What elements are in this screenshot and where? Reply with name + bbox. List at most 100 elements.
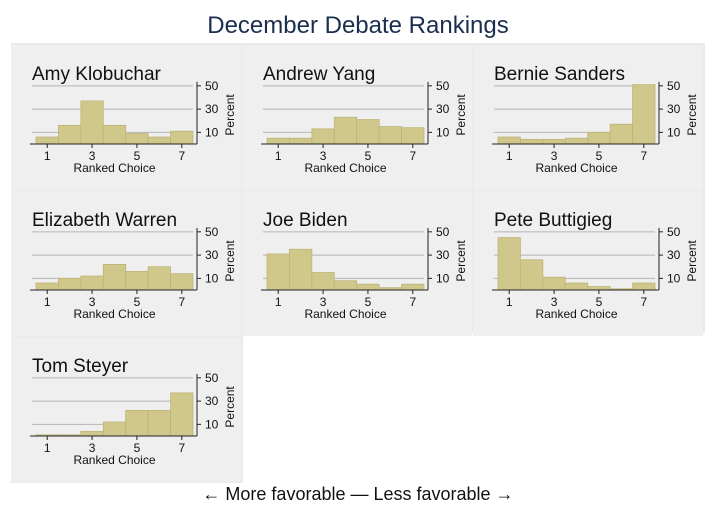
panel-title: Joe Biden (263, 210, 348, 231)
y-tick-label: 50 (436, 79, 450, 93)
y-tick-label: 50 (205, 225, 219, 239)
x-tick-label: 1 (44, 441, 51, 455)
panel-title: Elizabeth Warren (32, 210, 177, 231)
bar (564, 282, 589, 291)
bar (147, 266, 171, 291)
bar (564, 137, 589, 145)
bar (170, 273, 194, 291)
bar (80, 275, 104, 291)
x-tick-label: 3 (89, 441, 96, 455)
bar (266, 253, 290, 291)
x-axis-label: Ranked Choice (73, 307, 155, 321)
y-tick-label: 30 (205, 102, 219, 116)
y-axis-label: Percent (223, 94, 237, 136)
bar (401, 127, 425, 145)
bar (35, 136, 59, 145)
x-tick-label: 5 (134, 441, 141, 455)
bar (80, 430, 104, 437)
bar (587, 131, 611, 145)
x-tick-label: 5 (134, 149, 141, 163)
x-tick-label: 3 (89, 149, 96, 163)
panel-elizabeth-warren: Elizabeth Warren 1 3 5 7 Ranked Choice 10 30 50 P… (11, 191, 241, 336)
bar (520, 138, 544, 145)
x-tick-label: 7 (178, 149, 185, 163)
bar (125, 270, 149, 291)
bar (102, 124, 127, 145)
bar (125, 133, 149, 145)
y-tick-label: 30 (205, 248, 219, 262)
y-axis-label: Percent (454, 240, 468, 282)
bar (587, 286, 611, 291)
panel-pete-buttigieg: Pete Buttigieg 1 3 5 7 Ranked Choice 10 30 50 Per… (473, 191, 703, 336)
panel-background (11, 337, 241, 482)
bar (632, 84, 656, 145)
x-tick-label: 3 (551, 295, 558, 309)
bar (378, 126, 402, 145)
bar (80, 100, 104, 145)
x-axis-label: Ranked Choice (304, 161, 386, 175)
x-tick-label: 5 (596, 295, 603, 309)
x-tick-label: 3 (320, 295, 327, 309)
bar (542, 276, 566, 291)
panel-background (11, 45, 241, 190)
x-tick-label: 7 (640, 295, 647, 309)
panel-background (473, 45, 703, 190)
favorability-note: ← More favorable — Less favorable → (202, 484, 514, 504)
y-tick-label: 10 (205, 125, 219, 139)
bar (125, 409, 149, 437)
bar (170, 130, 194, 145)
panel-title: Amy Klobuchar (32, 64, 162, 85)
bar (311, 128, 335, 145)
bar (401, 283, 425, 291)
bar (542, 138, 566, 145)
bar (333, 280, 358, 291)
x-tick-label: 1 (275, 295, 282, 309)
y-tick-label: 10 (667, 271, 681, 285)
bar (520, 259, 544, 291)
bar (102, 421, 127, 437)
panel-amy-klobuchar: Amy Klobuchar 1 3 5 7 Ranked Choice 10 30 50 Perc… (11, 45, 241, 190)
y-tick-label: 50 (667, 79, 681, 93)
y-axis-label: Percent (223, 240, 237, 282)
x-axis-label: Ranked Choice (304, 307, 386, 321)
x-tick-label: 1 (44, 295, 51, 309)
bar (266, 137, 290, 145)
bar (35, 282, 59, 291)
y-tick-label: 50 (667, 225, 681, 239)
panel-background (11, 191, 241, 336)
y-tick-label: 10 (436, 271, 450, 285)
bar (170, 392, 194, 437)
x-tick-label: 1 (275, 149, 282, 163)
panel-andrew-yang: Andrew Yang 1 3 5 7 Ranked Choice 10 30 50 Percen… (242, 45, 472, 190)
y-tick-label: 30 (436, 102, 450, 116)
y-tick-label: 10 (205, 417, 219, 431)
y-tick-label: 50 (205, 371, 219, 385)
x-tick-label: 7 (409, 295, 416, 309)
x-tick-label: 1 (506, 149, 513, 163)
panel-title: Andrew Yang (263, 64, 375, 85)
x-tick-label: 3 (89, 295, 96, 309)
bar (147, 409, 171, 437)
y-tick-label: 30 (667, 248, 681, 262)
x-tick-label: 7 (178, 441, 185, 455)
x-axis-label: Ranked Choice (73, 453, 155, 467)
bar (289, 137, 313, 145)
panel-title: Tom Steyer (32, 356, 129, 377)
x-tick-label: 5 (134, 295, 141, 309)
x-axis-label: Ranked Choice (73, 161, 155, 175)
y-tick-label: 10 (436, 125, 450, 139)
y-tick-label: 10 (667, 125, 681, 139)
bar (356, 119, 380, 145)
figure-title: December Debate Rankings (207, 12, 509, 39)
y-tick-label: 50 (205, 79, 219, 93)
x-tick-label: 7 (640, 149, 647, 163)
bar (311, 272, 335, 291)
panel-joe-biden: Joe Biden 1 3 5 7 Ranked Choice 10 30 50 Percent (242, 191, 472, 336)
x-tick-label: 7 (178, 295, 185, 309)
y-tick-label: 50 (436, 225, 450, 239)
bar (289, 248, 313, 291)
x-tick-label: 1 (44, 149, 51, 163)
x-tick-label: 5 (596, 149, 603, 163)
x-tick-label: 7 (409, 149, 416, 163)
